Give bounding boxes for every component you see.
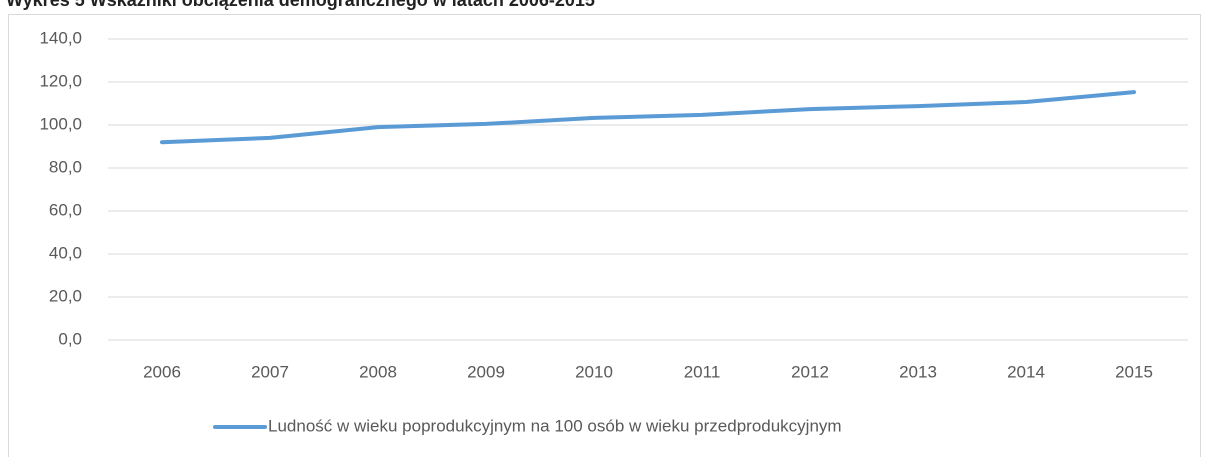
x-tick-label: 2011	[684, 362, 721, 381]
x-tick-label: 2008	[359, 362, 397, 381]
x-tick-label: 2014	[1007, 362, 1045, 381]
legend-label: Ludność w wieku poprodukcyjnym na 100 os…	[268, 416, 842, 435]
y-tick-label: 20,0	[49, 286, 82, 305]
y-tick-label: 140,0	[39, 28, 82, 47]
x-tick-label: 2012	[791, 362, 829, 381]
x-tick-label: 2009	[467, 362, 505, 381]
y-tick-label: 120,0	[39, 71, 82, 90]
x-tick-label: 2013	[899, 362, 937, 381]
line-series	[160, 90, 1136, 145]
x-tick-label: 2015	[1115, 362, 1153, 381]
y-tick-label: 100,0	[39, 114, 82, 133]
y-tick-label: 40,0	[49, 243, 82, 262]
y-tick-label: 0,0	[58, 329, 82, 348]
x-tick-label: 2006	[143, 362, 181, 381]
y-tick-label: 60,0	[49, 200, 82, 219]
chart-title: Wykres 5 Wskaźniki obciążenia demografic…	[6, 0, 595, 10]
y-tick-label: 80,0	[49, 157, 82, 176]
x-tick-label: 2007	[251, 362, 289, 381]
chart-frame	[8, 14, 1201, 457]
x-tick-label: 2010	[575, 362, 613, 381]
